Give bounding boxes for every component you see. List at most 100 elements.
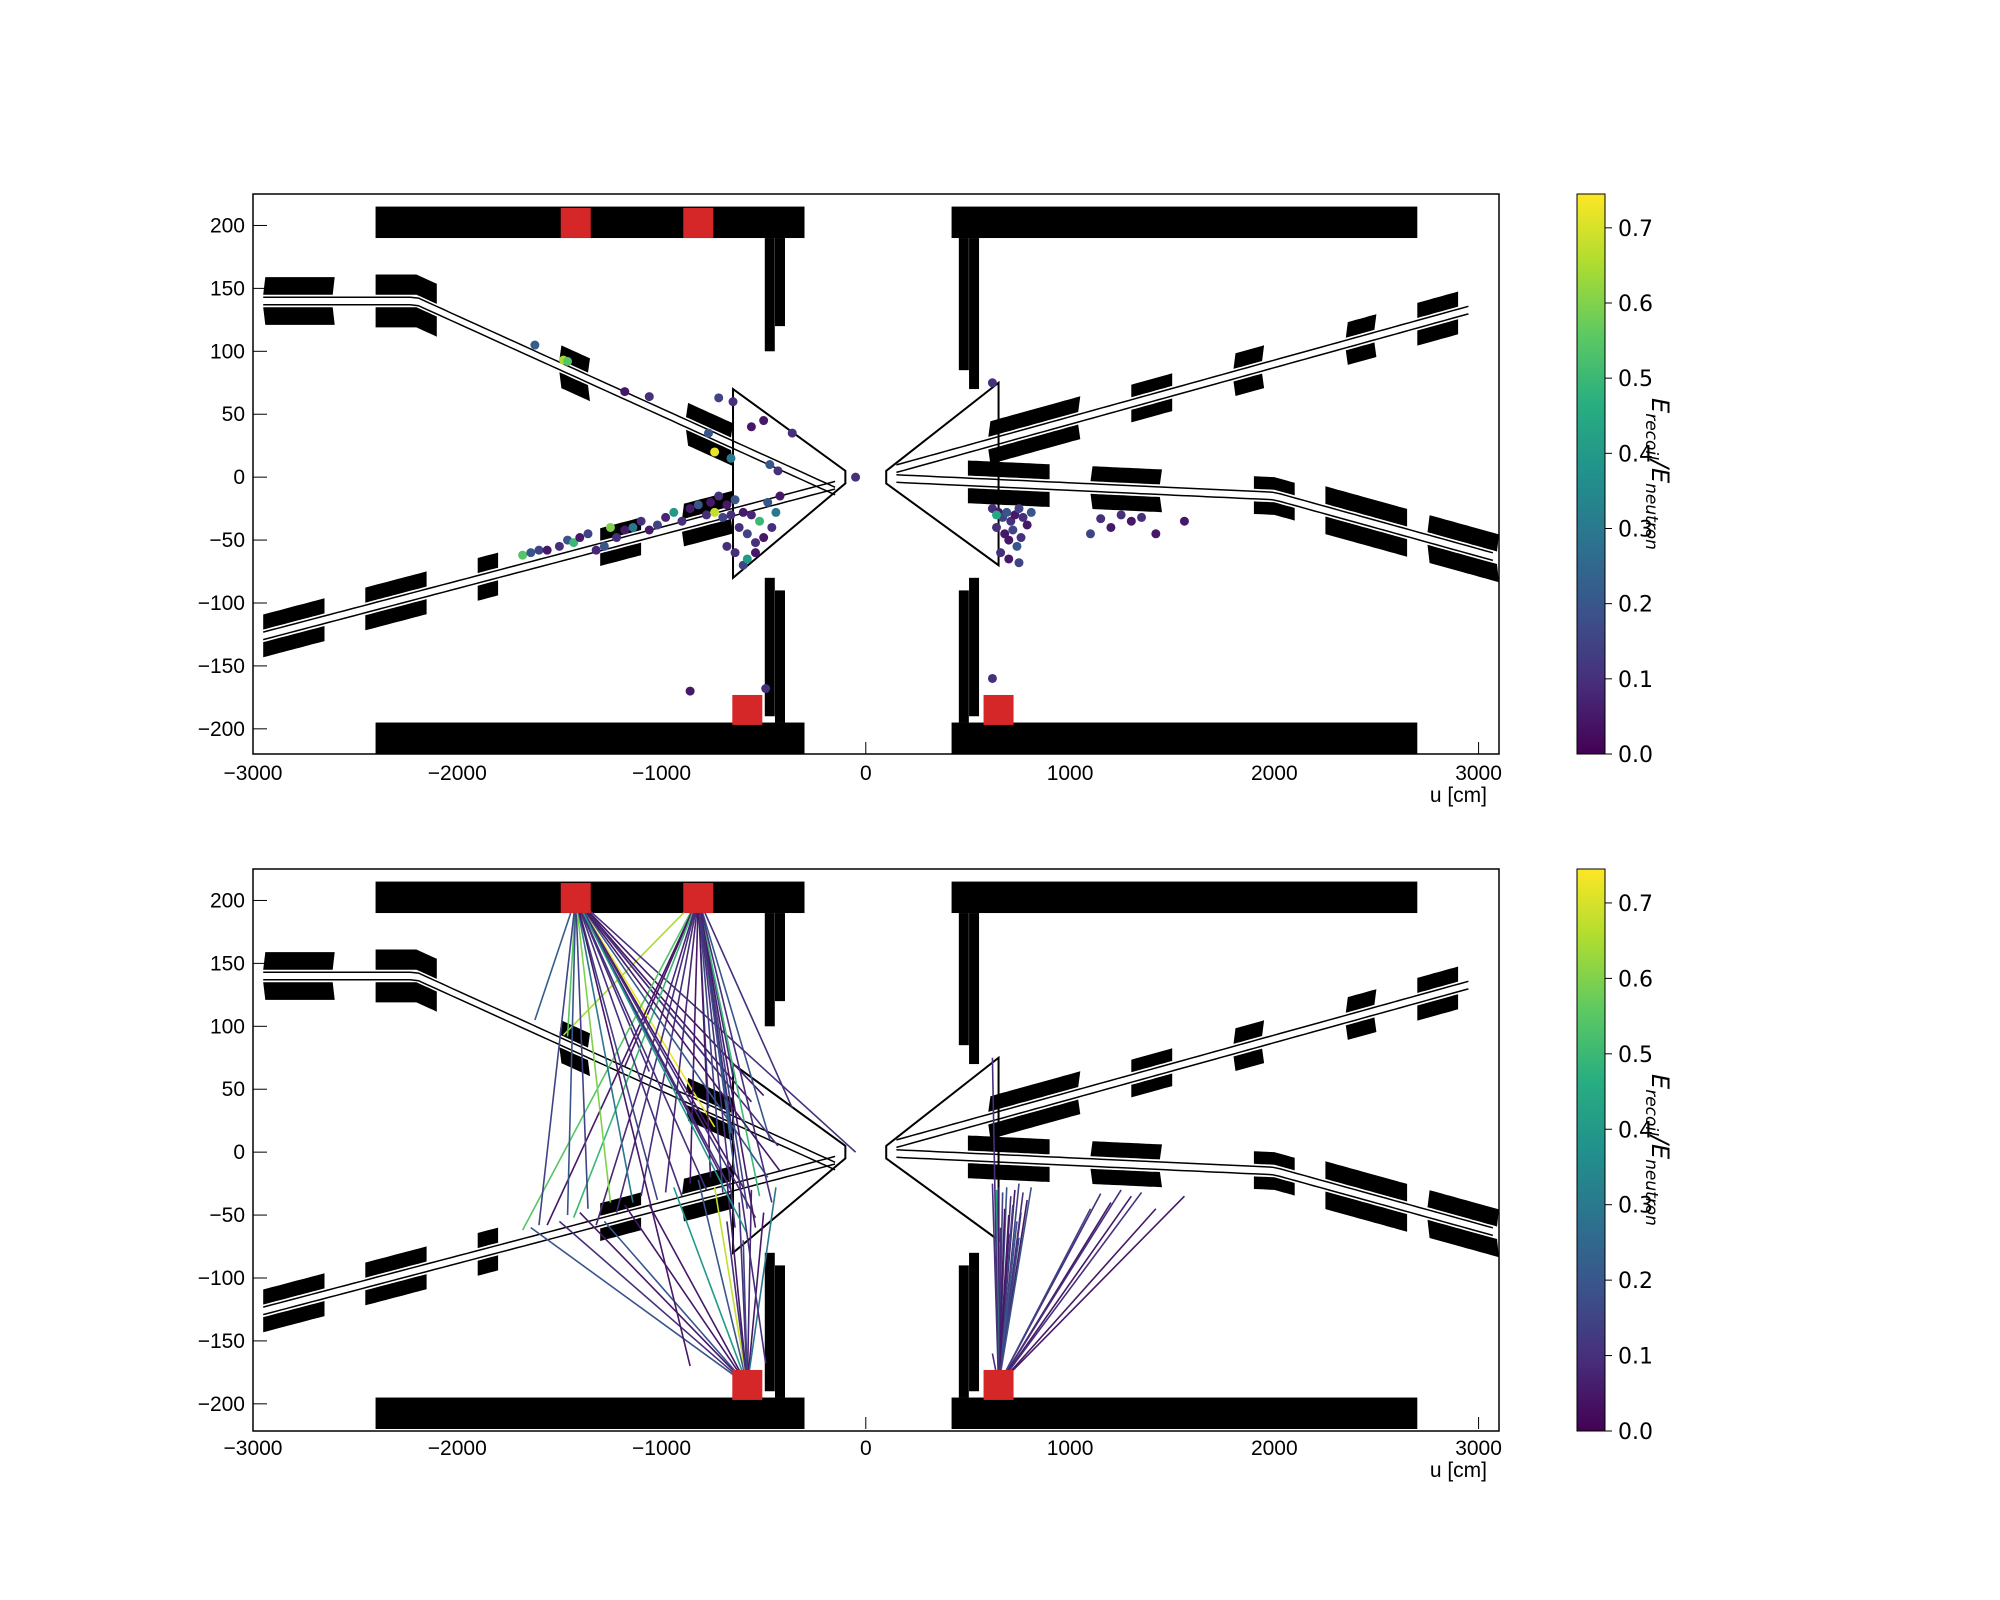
x-tick-label: −1000 bbox=[632, 762, 691, 785]
track-line bbox=[546, 897, 700, 1226]
scatter-point bbox=[710, 447, 720, 457]
magnet bbox=[1090, 493, 1162, 513]
y-tick-label: 50 bbox=[222, 1078, 245, 1101]
colorbar-tick-label: 0.5 bbox=[1618, 367, 1653, 392]
magnet bbox=[477, 552, 499, 574]
scatter-point bbox=[1004, 535, 1014, 545]
track-line bbox=[603, 1220, 748, 1386]
y-tick-label: −50 bbox=[209, 1204, 245, 1227]
scatter-point bbox=[1004, 554, 1014, 564]
magnet bbox=[682, 1165, 733, 1195]
colorbar-2-label: Erecoil/Eneutron bbox=[1641, 1074, 1674, 1226]
scatter-point bbox=[636, 516, 646, 526]
magnet bbox=[686, 429, 733, 467]
colorbar-tick-label: 0.2 bbox=[1618, 1269, 1653, 1294]
track-line bbox=[997, 1233, 1010, 1386]
scatter-point bbox=[569, 538, 579, 548]
scatter-point bbox=[767, 522, 777, 532]
shield-column bbox=[969, 238, 980, 390]
detector-marker bbox=[732, 1369, 763, 1400]
y-tick-label: 150 bbox=[210, 952, 245, 975]
magnet bbox=[1325, 1161, 1408, 1202]
magnet bbox=[988, 424, 1081, 464]
track-line bbox=[574, 897, 659, 1201]
magnet bbox=[1325, 486, 1408, 527]
scatter-point bbox=[759, 533, 769, 543]
magnet bbox=[682, 1193, 733, 1222]
y-tick-label: 0 bbox=[233, 466, 245, 489]
magnet bbox=[1131, 398, 1173, 423]
track-line bbox=[575, 897, 781, 1172]
panel-1-detectors bbox=[560, 207, 1014, 725]
shield-wall bbox=[951, 1397, 1418, 1429]
shield-column bbox=[958, 238, 969, 371]
track-line bbox=[572, 897, 700, 1218]
x-tick-label: 1000 bbox=[1047, 1437, 1094, 1460]
scatter-point bbox=[722, 500, 732, 510]
x-tick-label: 2000 bbox=[1251, 1437, 1298, 1460]
detector-marker bbox=[683, 207, 714, 238]
scatter-point bbox=[996, 548, 1006, 558]
magnet bbox=[600, 1217, 642, 1241]
detector-marker bbox=[560, 882, 591, 913]
beam-pipe bbox=[263, 971, 836, 1163]
shield-column bbox=[774, 1265, 785, 1398]
track-line bbox=[697, 897, 712, 1178]
magnet bbox=[375, 949, 437, 979]
shield-column bbox=[774, 913, 785, 1002]
magnet bbox=[263, 307, 335, 325]
magnet bbox=[263, 982, 335, 1000]
magnet bbox=[967, 488, 1050, 507]
scatter-point bbox=[746, 510, 756, 520]
shield-column bbox=[969, 577, 980, 717]
y-tick-label: −150 bbox=[198, 655, 245, 678]
shield-column bbox=[969, 913, 980, 1065]
magnet bbox=[1253, 1151, 1295, 1171]
scatter-point bbox=[761, 684, 771, 694]
scatter-point bbox=[1116, 510, 1126, 520]
scatter-point bbox=[851, 472, 861, 482]
scatter-point bbox=[542, 545, 552, 555]
magnet bbox=[1345, 314, 1377, 338]
magnet bbox=[1345, 1017, 1377, 1040]
track-line bbox=[697, 897, 761, 1197]
track-line bbox=[521, 897, 699, 1231]
scatter-point bbox=[583, 529, 593, 539]
track-line bbox=[997, 1208, 1092, 1386]
magnet bbox=[263, 277, 335, 295]
track-line bbox=[575, 897, 732, 1191]
track-line bbox=[673, 1187, 749, 1386]
scatter-point bbox=[1014, 504, 1024, 514]
colorbar-1: Erecoil/Eneutron 0.0 0.1 0.2 0.3 0.4 0.5 0.6 0.… bbox=[1576, 193, 1674, 768]
magnet bbox=[600, 1192, 642, 1216]
scatter-point bbox=[605, 522, 615, 532]
x-tick-label: 3000 bbox=[1455, 1437, 1502, 1460]
colorbar-1-scale bbox=[1576, 193, 1606, 755]
track-line bbox=[991, 1057, 1000, 1385]
y-tick-label: 100 bbox=[210, 1015, 245, 1038]
scatter-point bbox=[1026, 507, 1036, 517]
ip-cone-right bbox=[885, 1055, 1000, 1243]
scatter-point bbox=[677, 516, 687, 526]
y-tick-label: −200 bbox=[198, 718, 245, 741]
scatter-point bbox=[987, 378, 997, 388]
track-line bbox=[689, 897, 700, 1184]
scatter-point bbox=[1012, 541, 1022, 551]
scatter-point bbox=[599, 541, 609, 551]
colorbar-1-label: Erecoil/Eneutron bbox=[1641, 398, 1674, 550]
shield-wall bbox=[951, 206, 1418, 239]
magnet bbox=[988, 396, 1081, 437]
beam-pipe bbox=[896, 481, 1494, 562]
shield-wall bbox=[375, 1397, 805, 1429]
x-tick-label: 0 bbox=[860, 762, 872, 785]
track-line bbox=[530, 1227, 748, 1386]
track-line bbox=[574, 897, 691, 1367]
magnet bbox=[1253, 1176, 1295, 1196]
magnet bbox=[988, 1099, 1081, 1139]
panel-1-frame bbox=[252, 193, 1500, 755]
track-line bbox=[742, 1240, 749, 1385]
scatter-point bbox=[1106, 522, 1116, 532]
scatter-point bbox=[1014, 558, 1024, 568]
magnet bbox=[988, 1071, 1081, 1112]
scatter-point bbox=[775, 491, 785, 501]
